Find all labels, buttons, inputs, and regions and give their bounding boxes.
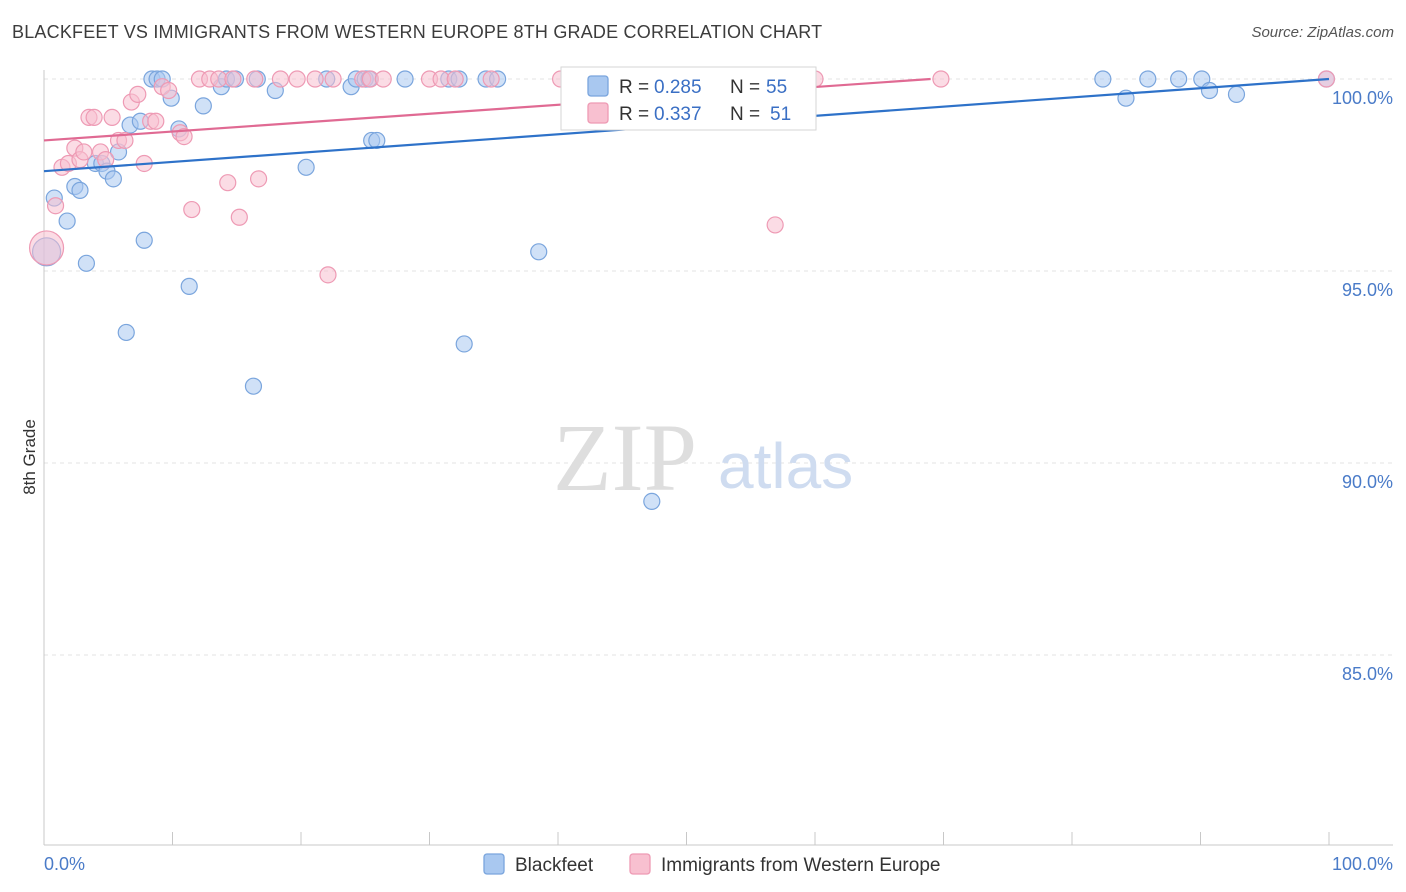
point-immigrants-35 bbox=[319, 266, 337, 284]
x-ticks bbox=[43, 832, 1330, 845]
stats-legend-r-value-pink: 0.337 bbox=[654, 104, 702, 125]
point-blackfeet-4 bbox=[71, 181, 89, 199]
legend-label-immigrants: Immigrants from Western Europe bbox=[661, 855, 940, 876]
legend-swatch-blackfeet bbox=[483, 853, 505, 875]
watermark-atlas: atlas bbox=[718, 430, 853, 502]
point-immigrants-6 bbox=[75, 143, 93, 161]
point-blackfeet-11 bbox=[117, 323, 135, 342]
stats-legend-swatch-pink bbox=[587, 102, 609, 124]
point-immigrants-15 bbox=[129, 85, 147, 103]
y-tick-label-85: 85.0% bbox=[1342, 664, 1393, 684]
point-immigrants-20 bbox=[160, 81, 178, 100]
point-blackfeet-2 bbox=[58, 212, 76, 230]
point-immigrants-43 bbox=[482, 70, 500, 88]
point-immigrants-11 bbox=[103, 108, 121, 127]
legend-label-blackfeet: Blackfeet bbox=[515, 855, 594, 876]
y-tick-label-95: 95.0% bbox=[1342, 280, 1393, 300]
stats-legend: R = 0.285 N = 55 R = 0.337 N = 51 bbox=[560, 66, 817, 131]
point-blackfeet-36 bbox=[396, 70, 414, 88]
stats-legend-n-label-blue: N = bbox=[730, 77, 760, 98]
stats-legend-r-value-blue: 0.285 bbox=[654, 77, 702, 98]
y-tick-label-90: 90.0% bbox=[1342, 472, 1393, 492]
watermark-zip: ZIP bbox=[553, 404, 697, 511]
chart-title: BLACKFEET VS IMMIGRANTS FROM WESTERN EUR… bbox=[12, 22, 823, 42]
point-blackfeet-43 bbox=[643, 492, 661, 510]
bottom-legend: Blackfeet Immigrants from Western Europe bbox=[483, 853, 940, 876]
point-immigrants-28 bbox=[224, 70, 242, 88]
point-blackfeet-42 bbox=[530, 243, 548, 261]
point-immigrants-30 bbox=[246, 70, 264, 88]
point-immigrants-18 bbox=[147, 112, 165, 130]
point-immigrants-36 bbox=[324, 70, 342, 88]
point-blackfeet-5 bbox=[77, 254, 96, 272]
point-immigrants-1 bbox=[46, 197, 65, 215]
point-blackfeet-47 bbox=[1139, 70, 1157, 88]
point-blackfeet-48 bbox=[1170, 70, 1188, 88]
point-immigrants-22 bbox=[175, 128, 193, 146]
point-blackfeet-20 bbox=[180, 277, 198, 295]
point-immigrants-48 bbox=[932, 70, 950, 88]
axes bbox=[43, 70, 1393, 846]
point-blackfeet-50 bbox=[1200, 81, 1219, 100]
y-axis-title: 8th Grade bbox=[20, 419, 39, 495]
point-immigrants-29 bbox=[230, 208, 248, 226]
stats-legend-r-label-pink: R = bbox=[619, 104, 649, 125]
stats-legend-n-label-pink: N = bbox=[730, 104, 760, 125]
point-blackfeet-28 bbox=[297, 158, 315, 176]
stats-legend-n-value-blue: 55 bbox=[766, 77, 787, 98]
stats-legend-r-label-blue: R = bbox=[619, 77, 649, 98]
point-blackfeet-45 bbox=[1094, 70, 1112, 88]
x-tick-label-max: 100.0% bbox=[1332, 854, 1393, 874]
point-blackfeet-39 bbox=[455, 335, 473, 353]
point-immigrants-34 bbox=[306, 70, 324, 88]
gridlines bbox=[44, 78, 1393, 656]
point-immigrants-0 bbox=[28, 230, 65, 266]
point-immigrants-8 bbox=[85, 108, 103, 127]
point-blackfeet-9 bbox=[104, 170, 122, 188]
stats-legend-swatch-blue bbox=[587, 75, 609, 97]
series-immigrants-points bbox=[28, 70, 1336, 284]
point-immigrants-32 bbox=[271, 70, 290, 88]
point-blackfeet-21 bbox=[194, 97, 212, 115]
point-immigrants-46 bbox=[766, 216, 784, 234]
point-blackfeet-25 bbox=[244, 377, 263, 395]
point-immigrants-39 bbox=[374, 70, 392, 88]
point-blackfeet-14 bbox=[135, 231, 153, 249]
legend-swatch-immigrants bbox=[629, 853, 651, 875]
y-tick-label-100: 100.0% bbox=[1332, 88, 1393, 108]
point-immigrants-27 bbox=[219, 174, 237, 192]
point-blackfeet-51 bbox=[1227, 85, 1246, 103]
point-immigrants-13 bbox=[116, 131, 134, 150]
point-blackfeet-35 bbox=[368, 131, 386, 150]
watermark: ZIP atlas bbox=[553, 404, 853, 511]
point-immigrants-31 bbox=[249, 170, 268, 188]
y-tick-labels: 85.0% 90.0% 95.0% 100.0% bbox=[1332, 88, 1393, 684]
stats-legend-n-value-pink: 51 bbox=[770, 104, 791, 125]
x-tick-label-min: 0.0% bbox=[44, 854, 85, 874]
point-immigrants-23 bbox=[183, 200, 201, 219]
point-immigrants-42 bbox=[446, 70, 464, 88]
source-label: Source: ZipAtlas.com bbox=[1251, 24, 1394, 41]
point-immigrants-33 bbox=[288, 70, 306, 88]
